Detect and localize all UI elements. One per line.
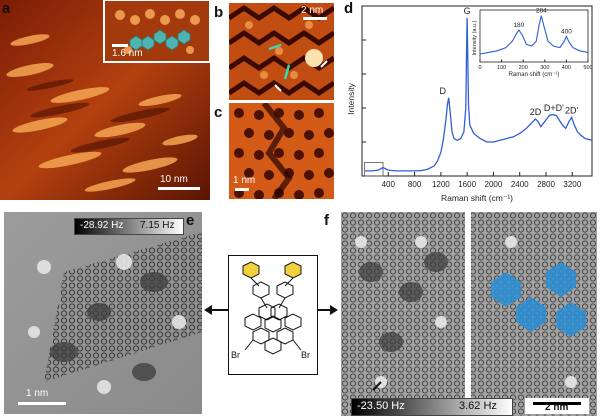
arrow-left-icon: [204, 305, 212, 315]
panel-a-label: a: [2, 0, 11, 17]
peak-label: D: [439, 86, 446, 96]
panel-b-scalebar: [303, 17, 327, 20]
panel-a-inset: [103, 0, 210, 63]
panel-e-scalebar: [18, 402, 66, 405]
x-tick-label: 2800: [537, 180, 555, 189]
panel-d-label: d: [344, 0, 354, 17]
inset-x-tick-label: 300: [540, 65, 549, 71]
panel-e-colorbar: [74, 218, 184, 235]
panel-f-colorbar: [351, 398, 513, 416]
panel-e-afm-image: -28.92 Hz 7.15 Hz 1 nm: [4, 212, 202, 414]
peak-label: 2D': [565, 105, 579, 115]
double-arrow: [204, 305, 338, 315]
peak-label: 2D: [530, 107, 542, 117]
panel-a-scalebar: [158, 187, 200, 190]
peak-label: G: [464, 6, 471, 16]
panel-f-colorbar-max: 3.62 Hz: [459, 400, 497, 412]
panel-f-colorbar-min: -23.50 Hz: [357, 400, 405, 412]
inset-peak-label: 400: [561, 28, 572, 35]
x-tick-label: 2400: [511, 180, 529, 189]
panel-b-stm-image: 2 nm: [229, 3, 334, 100]
panel-e-scale-label: 1 nm: [26, 388, 49, 399]
peak-label: D+D': [544, 103, 564, 113]
pointer-arrow-icon: [372, 381, 382, 391]
x-axis-label: Raman shift (cm⁻¹): [441, 193, 513, 203]
panel-f-scalebar: [533, 402, 581, 405]
inset-spectrum-line: [479, 15, 589, 55]
inset-peak-label: 180: [513, 22, 524, 29]
stm-overview-image: [0, 0, 210, 200]
panel-a-inset-scale-label: 1.6 nm: [112, 48, 143, 59]
panel-c-label: c: [214, 104, 223, 121]
inset-x-tick-label: 0: [478, 65, 481, 71]
inset-peak-label: 284: [536, 8, 547, 15]
panel-a-stm-image: 1.6 nm 10 nm: [0, 0, 210, 200]
inset-x-tick-label: 100: [497, 65, 506, 71]
x-tick-label: 800: [408, 180, 422, 189]
inset-y-axis-label: Intensity (a.u.): [472, 20, 478, 55]
phenyl-ring-left: [242, 261, 260, 279]
molecule-drawing: [242, 261, 302, 355]
panel-b-label: b: [214, 4, 224, 21]
afm-image-e: [4, 212, 202, 414]
x-tick-label: 2000: [485, 180, 503, 189]
phenyl-ring-right: [284, 261, 302, 279]
bromine-right-label: Br: [301, 350, 310, 360]
y-axis-label: Intensity: [346, 82, 356, 114]
afm-image-f: [341, 212, 597, 416]
inset-x-axis-label: Raman shift (cm⁻¹): [509, 72, 560, 78]
panel-a-inset-scalebar: [112, 44, 128, 47]
panel-a-scale-label: 10 nm: [160, 174, 188, 185]
panel-f-afm-image: -23.50 Hz 3.62 Hz 2 nm: [341, 212, 597, 416]
panel-c-stm-image: 1 nm: [229, 103, 334, 199]
molecule-structure: Br Br: [228, 255, 318, 375]
x-tick-label: 400: [382, 180, 396, 189]
inset-x-tick-label: 400: [562, 65, 571, 71]
low-shift-box: [364, 161, 384, 177]
panel-e-colorbar-max: 7.15 Hz: [140, 220, 175, 231]
panel-c-scalebar: [235, 188, 249, 191]
panel-f-scale-label: 2 nm: [545, 402, 569, 413]
panel-e-colorbar-min: -28.92 Hz: [80, 220, 124, 231]
panel-b-scale-label: 2 nm: [301, 5, 324, 16]
stm-lattice-image: [229, 103, 334, 199]
bromine-left-label: Br: [231, 350, 240, 360]
inset-frame: [479, 9, 589, 63]
plot-frame: [361, 5, 593, 177]
x-tick-label: 3200: [563, 180, 581, 189]
panel-f-label: f: [324, 212, 329, 229]
panel-c-scale-label: 1 nm: [233, 175, 256, 186]
spectrum-line: [364, 17, 593, 172]
inset-x-tick-label: 500: [583, 65, 592, 71]
inset-x-tick-label: 200: [519, 65, 528, 71]
panel-e-label: e: [186, 212, 195, 229]
x-tick-label: 1200: [432, 180, 450, 189]
x-tick-label: 1600: [458, 180, 476, 189]
arrow-right-icon: [330, 305, 338, 315]
highlighted-molecules: [491, 262, 586, 337]
